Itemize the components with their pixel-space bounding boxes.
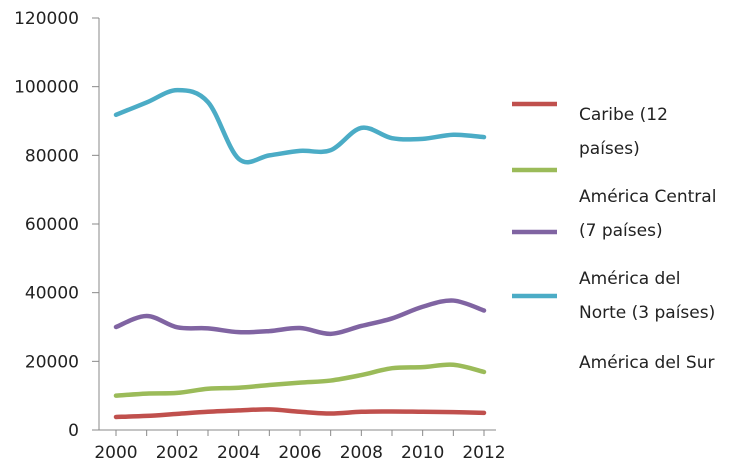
y-axis-ticks: 0 20000 40000 60000 80000 100000 120000: [14, 9, 99, 441]
legend-label: Norte (3 países): [579, 303, 715, 323]
legend-label: países): [579, 139, 640, 159]
x-tick-label: 2000: [94, 443, 137, 463]
x-tick-label: 2002: [156, 443, 199, 463]
legend-label: Caribe (12: [579, 105, 668, 125]
series-line-1: [113, 362, 487, 398]
x-tick-label: 2008: [340, 443, 383, 463]
y-tick-label: 100000: [14, 78, 79, 98]
y-tick-label: 80000: [25, 146, 79, 166]
y-tick-label: 120000: [14, 9, 79, 29]
y-tick-label: 40000: [25, 284, 79, 304]
x-axis-ticks: 2000 2002 2004 2006 2008 2010 2012: [94, 430, 506, 463]
legend-label: (7 países): [579, 221, 663, 241]
series-line-2: [113, 298, 487, 337]
y-tick-label: 60000: [25, 215, 79, 235]
x-tick-label: 2004: [217, 443, 260, 463]
legend-label: América del Sur: [579, 353, 714, 373]
series-lines: [113, 87, 487, 420]
x-tick-label: 2010: [401, 443, 444, 463]
y-tick-label: 20000: [25, 352, 79, 372]
x-tick-label: 2012: [462, 443, 505, 463]
y-tick-label: 0: [68, 421, 79, 441]
series-line-0: [113, 407, 487, 420]
x-tick-label: 2006: [278, 443, 321, 463]
legend: Caribe (12 países) América Central (7 paíse…: [512, 101, 716, 373]
legend-label: América del: [579, 269, 681, 289]
legend-label: América Central: [579, 187, 716, 207]
series-line-3: [113, 87, 487, 165]
